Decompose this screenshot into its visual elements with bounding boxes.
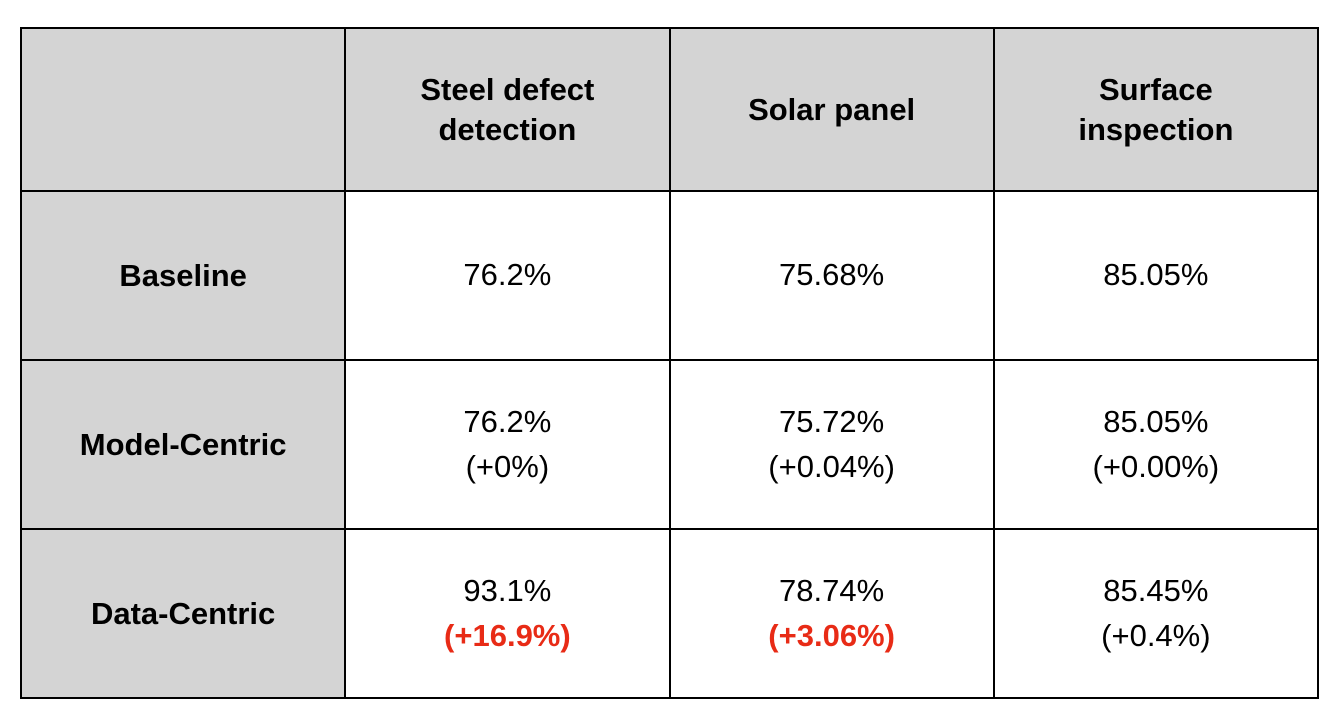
cell-baseline-surface-inspection: 85.05% — [992, 190, 1320, 361]
metric-delta: (+0.4%) — [1101, 617, 1211, 653]
metric-value: 76.2% — [463, 404, 552, 440]
row-label-data-centric: Data-Centric — [19, 528, 347, 699]
metric-value: 85.05% — [1103, 404, 1209, 440]
table-row-model-centric: Model-Centric 76.2% (+0%) 75.72% (+0.04%… — [19, 359, 1320, 530]
metric-value: 75.72% — [779, 404, 885, 440]
cell-model-centric-surface-inspection: 85.05% (+0.00%) — [992, 359, 1320, 530]
column-header-surface-inspection: Surface inspection — [992, 27, 1320, 192]
metric-delta-highlight: (+16.9%) — [444, 617, 571, 653]
cell-model-centric-solar-panel: 75.72% (+0.04%) — [668, 359, 995, 530]
corner-cell — [19, 27, 347, 192]
cell-model-centric-steel-defect: 76.2% (+0%) — [344, 359, 671, 530]
metric-value: 85.45% — [1103, 573, 1209, 609]
row-label-model-centric: Model-Centric — [19, 359, 347, 530]
metric-delta: (+0%) — [465, 448, 550, 484]
metric-delta: (+0.00%) — [1092, 448, 1220, 484]
row-label-baseline: Baseline — [19, 190, 347, 361]
cell-baseline-steel-defect: 76.2% — [344, 190, 671, 361]
table-row-data-centric: Data-Centric 93.1% (+16.9%) 78.74% (+3.0… — [19, 528, 1320, 699]
cell-baseline-solar-panel: 75.68% — [668, 190, 995, 361]
metric-value: 93.1% — [463, 573, 552, 609]
cell-data-centric-solar-panel: 78.74% (+3.06%) — [668, 528, 995, 699]
metric-value: 76.2% — [463, 257, 552, 293]
metric-value: 78.74% — [779, 573, 885, 609]
metric-delta: (+0.04%) — [768, 448, 895, 484]
metric-value: 85.05% — [1103, 257, 1209, 293]
header-row: Steel defect detection Solar panel Surfa… — [19, 27, 1320, 192]
cell-data-centric-steel-defect: 93.1% (+16.9%) — [344, 528, 671, 699]
results-table: Steel defect detection Solar panel Surfa… — [19, 27, 1320, 699]
cell-data-centric-surface-inspection: 85.45% (+0.4%) — [992, 528, 1320, 699]
metric-value: 75.68% — [779, 257, 885, 293]
column-header-steel-defect-detection: Steel defect detection — [344, 27, 671, 192]
table-row-baseline: Baseline 76.2% 75.68% 85.05% — [19, 190, 1320, 361]
metric-delta-highlight: (+3.06%) — [768, 617, 895, 653]
column-header-solar-panel: Solar panel — [668, 27, 995, 192]
